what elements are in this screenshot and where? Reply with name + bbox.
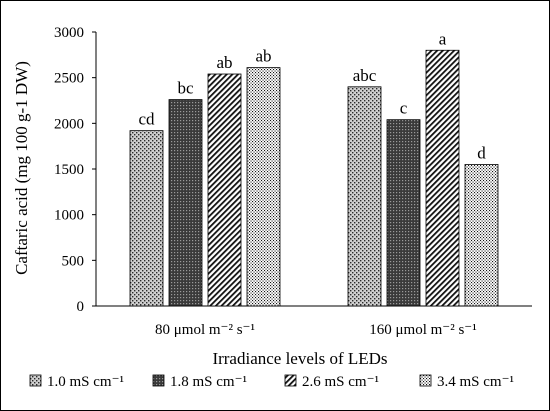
y-axis-title: Caftaric acid (mg 100 g-1 DW) bbox=[12, 61, 31, 275]
bar-2-2 bbox=[386, 119, 421, 307]
significance-letter: abc bbox=[353, 66, 377, 85]
bar-4-2 bbox=[464, 164, 499, 307]
bar-2-1 bbox=[168, 99, 203, 307]
significance-letter: bc bbox=[177, 79, 194, 98]
bar-3-2 bbox=[425, 49, 460, 307]
y-tick-label: 2500 bbox=[54, 71, 84, 87]
x-axis-label: Irradiance levels of LEDs bbox=[212, 349, 387, 368]
significance-letter: a bbox=[439, 29, 447, 48]
legend-label: 3.4 mS cm⁻¹ bbox=[437, 374, 514, 390]
legend-swatch bbox=[29, 374, 42, 387]
x-category-label: 80 μmol m⁻² s⁻¹ bbox=[155, 322, 255, 338]
legend-swatch bbox=[419, 374, 432, 387]
y-tick-label: 500 bbox=[62, 253, 85, 269]
y-tick-label: 3000 bbox=[54, 25, 84, 41]
significance-letter: d bbox=[477, 143, 486, 162]
bar-1-2 bbox=[347, 86, 382, 307]
significance-letters: cd bc ab ab abc c a d bbox=[138, 29, 486, 162]
legend-label: 1.8 mS cm⁻¹ bbox=[170, 374, 247, 390]
bar-4-1 bbox=[246, 67, 281, 307]
legend: 1.0 mS cm⁻¹ 1.8 mS cm⁻¹ 2.6 mS cm⁻¹ 3.4 mS … bbox=[29, 374, 514, 390]
significance-letter: cd bbox=[138, 110, 155, 129]
x-category-label: 160 μmol m⁻² s⁻¹ bbox=[369, 322, 476, 338]
legend-swatch bbox=[284, 374, 297, 387]
y-tick-label: 2000 bbox=[54, 116, 84, 132]
y-tick-label: 0 bbox=[77, 299, 85, 315]
significance-letter: c bbox=[400, 99, 408, 118]
bar-3-1 bbox=[207, 73, 242, 307]
y-axis-ticks: 0 500 1000 1500 2000 2500 3000 bbox=[54, 25, 96, 315]
significance-letter: ab bbox=[216, 53, 232, 72]
legend-label: 2.6 mS cm⁻¹ bbox=[302, 374, 379, 390]
significance-letter: ab bbox=[255, 47, 271, 66]
x-axis-categories: 80 μmol m⁻² s⁻¹ 160 μmol m⁻² s⁻¹ bbox=[155, 322, 477, 338]
y-tick-label: 1000 bbox=[54, 208, 84, 224]
legend-label: 1.0 mS cm⁻¹ bbox=[47, 374, 124, 390]
legend-swatch bbox=[152, 374, 165, 387]
y-axis-label: Caftaric acid (mg 100 g-1 DW) bbox=[12, 61, 31, 275]
y-tick-label: 1500 bbox=[54, 162, 84, 178]
bars bbox=[129, 49, 499, 307]
bar-1-1 bbox=[129, 130, 164, 307]
